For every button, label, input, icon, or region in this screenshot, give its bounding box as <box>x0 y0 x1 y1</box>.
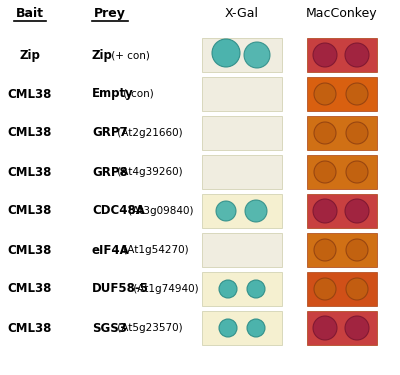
FancyBboxPatch shape <box>202 116 282 150</box>
Text: Zip: Zip <box>20 48 40 62</box>
Text: CML38: CML38 <box>8 126 52 140</box>
Circle shape <box>345 316 369 340</box>
Text: (At1g54270): (At1g54270) <box>120 245 188 255</box>
FancyBboxPatch shape <box>202 77 282 111</box>
Circle shape <box>314 239 336 261</box>
FancyBboxPatch shape <box>307 272 377 306</box>
Text: CML38: CML38 <box>8 321 52 334</box>
Text: CML38: CML38 <box>8 282 52 296</box>
Text: DUF58-5: DUF58-5 <box>92 282 149 296</box>
Circle shape <box>346 83 368 105</box>
Circle shape <box>346 239 368 261</box>
Text: eIF4A: eIF4A <box>92 243 130 256</box>
Text: (At1g74940): (At1g74940) <box>130 284 199 294</box>
Circle shape <box>313 43 337 67</box>
Text: (At2g21660): (At2g21660) <box>114 128 183 138</box>
FancyBboxPatch shape <box>307 38 377 72</box>
Circle shape <box>314 83 336 105</box>
Text: CML38: CML38 <box>8 87 52 100</box>
FancyBboxPatch shape <box>307 116 377 150</box>
Circle shape <box>247 319 265 337</box>
Text: (+ con): (+ con) <box>108 50 150 60</box>
Text: CDC48A: CDC48A <box>92 204 145 218</box>
Circle shape <box>212 39 240 67</box>
Circle shape <box>219 319 237 337</box>
Circle shape <box>346 278 368 300</box>
FancyBboxPatch shape <box>307 155 377 189</box>
FancyBboxPatch shape <box>202 155 282 189</box>
Circle shape <box>314 278 336 300</box>
Text: GRP7: GRP7 <box>92 126 128 140</box>
Circle shape <box>345 199 369 223</box>
FancyBboxPatch shape <box>307 233 377 267</box>
Text: SGS3: SGS3 <box>92 321 127 334</box>
Circle shape <box>314 122 336 144</box>
Text: CML38: CML38 <box>8 243 52 256</box>
Circle shape <box>346 161 368 183</box>
Text: (-con): (-con) <box>120 89 153 99</box>
Text: Empty: Empty <box>92 87 134 100</box>
FancyBboxPatch shape <box>307 77 377 111</box>
FancyBboxPatch shape <box>307 194 377 228</box>
Text: MacConkey: MacConkey <box>306 7 378 20</box>
Text: GRP8: GRP8 <box>92 165 128 178</box>
Circle shape <box>216 201 236 221</box>
Circle shape <box>219 280 237 298</box>
Text: Zip: Zip <box>92 48 113 62</box>
FancyBboxPatch shape <box>202 233 282 267</box>
Text: X-Gal: X-Gal <box>225 7 259 20</box>
FancyBboxPatch shape <box>202 272 282 306</box>
Text: CML38: CML38 <box>8 165 52 178</box>
FancyBboxPatch shape <box>202 194 282 228</box>
FancyBboxPatch shape <box>307 311 377 345</box>
Text: CML38: CML38 <box>8 204 52 218</box>
Text: (At5g23570): (At5g23570) <box>114 323 183 333</box>
Circle shape <box>346 122 368 144</box>
FancyBboxPatch shape <box>202 38 282 72</box>
Circle shape <box>247 280 265 298</box>
Circle shape <box>244 42 270 68</box>
Text: (At3g09840): (At3g09840) <box>125 206 194 216</box>
Text: (At4g39260): (At4g39260) <box>114 167 183 177</box>
Circle shape <box>313 199 337 223</box>
FancyBboxPatch shape <box>202 311 282 345</box>
Circle shape <box>345 43 369 67</box>
Circle shape <box>314 161 336 183</box>
Circle shape <box>313 316 337 340</box>
Text: Prey: Prey <box>94 7 126 20</box>
Text: Bait: Bait <box>16 7 44 20</box>
Circle shape <box>245 200 267 222</box>
